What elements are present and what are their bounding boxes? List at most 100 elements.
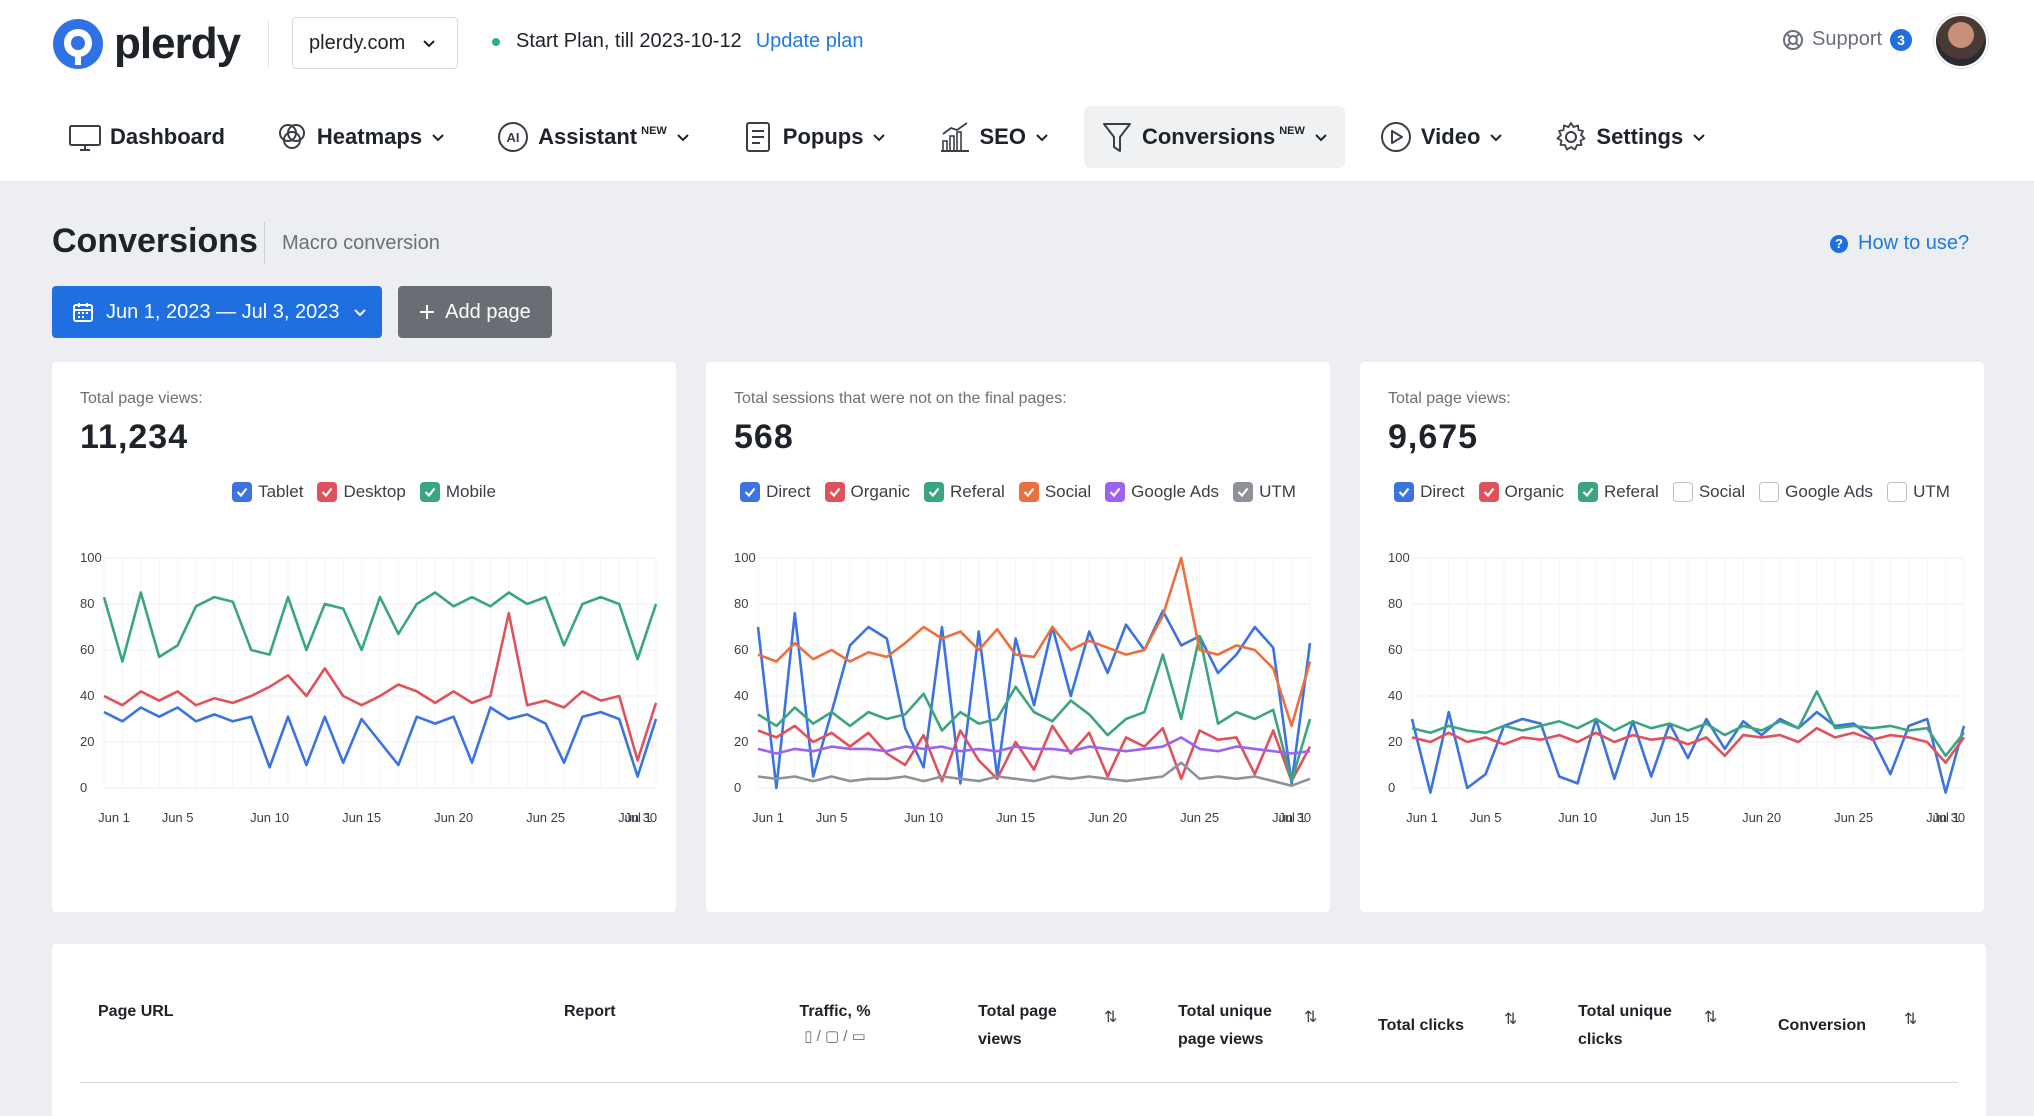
logo[interactable]: plerdy — [52, 16, 241, 72]
legend-label: Google Ads — [1131, 482, 1220, 501]
column-header-page-url[interactable]: Page URL — [98, 998, 174, 1026]
checkbox-checked-icon[interactable] — [740, 482, 761, 502]
add-page-button[interactable]: Add page — [398, 286, 552, 338]
nav-dashboard[interactable]: Dashboard — [52, 106, 241, 168]
x-tick-label: Jul 1 — [1278, 810, 1305, 825]
sort-icon[interactable]: ⇅ — [1904, 1011, 1918, 1028]
x-tick-label: Jun 25 — [1180, 810, 1219, 825]
page-title: Conversions — [52, 222, 258, 260]
checkbox-checked-icon[interactable] — [824, 482, 845, 502]
series-line-referal — [1411, 690, 1966, 758]
legend-label: Referal — [1604, 482, 1659, 501]
chart-card-sessions: Total sessions that were not on the fina… — [706, 362, 1330, 912]
x-tick-label: Jun 5 — [162, 810, 194, 825]
legend-item[interactable]: Desktop — [317, 482, 406, 502]
legend-item[interactable]: Direct — [1394, 482, 1465, 502]
y-tick-label: 80 — [1388, 596, 1402, 611]
column-header-total-clicks[interactable]: Total clicks ⇅ — [1378, 1011, 1517, 1040]
checkbox-checked-icon[interactable] — [1478, 482, 1499, 502]
column-header-total-unique-page-views[interactable]: Total unique page views ⇅ — [1178, 998, 1317, 1054]
column-header-conversion[interactable]: Conversion ⇅ — [1778, 1011, 1917, 1040]
legend-item[interactable]: Organic — [1478, 482, 1564, 502]
column-header-report[interactable]: Report — [564, 998, 616, 1026]
legend-item[interactable]: Social — [1672, 482, 1746, 502]
sort-icon[interactable]: ⇅ — [1504, 1011, 1518, 1028]
header-divider — [268, 20, 269, 68]
checkbox-checked-icon[interactable] — [1018, 482, 1039, 502]
funnel-icon — [1102, 123, 1131, 152]
sort-icon[interactable]: ⇅ — [1104, 1009, 1118, 1026]
legend-item[interactable]: UTM — [1233, 482, 1296, 502]
column-header-total-unique-clicks[interactable]: Total unique clicks ⇅ — [1578, 998, 1717, 1054]
x-tick-label: Jun 20 — [434, 810, 473, 825]
checkbox-checked-icon[interactable] — [1105, 482, 1126, 502]
chart-legend: Tablet Desktop Mobile — [52, 482, 676, 502]
date-range-value: Jun 1, 2023 — Jul 3, 2023 — [106, 300, 340, 323]
nav-settings[interactable]: Settings — [1538, 106, 1723, 168]
chart-card-page-views-sources: Total page views: 9,675 Direct Organic Ref… — [1360, 362, 1984, 912]
nav-video[interactable]: Video — [1363, 106, 1521, 168]
support-count-badge: 3 — [1890, 28, 1913, 51]
nav-label: Assistant — [538, 124, 638, 149]
legend-item[interactable]: Direct — [740, 482, 811, 502]
column-header-total-page-views[interactable]: Total page views ⇅ — [978, 998, 1117, 1054]
y-tick-label: 60 — [734, 642, 748, 657]
checkbox-checked-icon[interactable] — [232, 482, 253, 502]
legend-item[interactable]: Tablet — [232, 482, 303, 502]
y-tick-label: 20 — [1388, 734, 1402, 749]
legend-item[interactable]: Organic — [824, 482, 910, 502]
y-tick-label: 0 — [1388, 780, 1395, 795]
legend-item[interactable]: UTM — [1887, 482, 1950, 502]
nav-label: Popups — [782, 124, 864, 149]
chevron-down-icon — [432, 134, 444, 142]
site-select[interactable]: plerdy.com — [292, 17, 458, 69]
support-button[interactable]: Support 3 — [1782, 28, 1913, 51]
update-plan-link[interactable]: Update plan — [755, 30, 864, 52]
y-tick-label: 20 — [80, 734, 94, 749]
legend-item[interactable]: Mobile — [419, 482, 496, 502]
column-label: Page URL — [98, 1003, 174, 1020]
x-tick-label: Jun 10 — [1558, 810, 1597, 825]
nav-popups[interactable]: Popups — [725, 106, 904, 168]
date-range-picker[interactable]: Jun 1, 2023 — Jul 3, 2023 — [52, 286, 382, 338]
checkbox-checked-icon[interactable] — [1394, 482, 1415, 502]
legend-label: Social — [1698, 482, 1746, 501]
column-label: Report — [564, 1003, 616, 1020]
column-header-traffic[interactable]: Traffic, % ▯ / ▢ / ▭ — [780, 998, 890, 1048]
y-tick-label: 0 — [80, 780, 87, 795]
checkbox-icon[interactable] — [1672, 482, 1693, 502]
nav-seo[interactable]: SEO — [921, 106, 1065, 168]
sort-icon[interactable]: ⇅ — [1304, 1009, 1318, 1026]
card-label: Total page views: — [1388, 390, 1511, 407]
nav-conversions[interactable]: Conversions NEW — [1083, 106, 1345, 168]
checkbox-checked-icon[interactable] — [924, 482, 945, 502]
nav-label: SEO — [979, 124, 1026, 149]
plus-icon — [420, 305, 435, 319]
nav-assistant[interactable]: AI Assistant NEW — [480, 106, 707, 168]
legend-item[interactable]: Social — [1018, 482, 1091, 502]
checkbox-checked-icon[interactable] — [419, 482, 440, 502]
legend-label: UTM — [1913, 482, 1950, 501]
legend-item[interactable]: Google Ads — [1105, 482, 1219, 502]
how-to-use-link[interactable]: ? How to use? — [1830, 232, 1969, 255]
avatar[interactable] — [1934, 14, 1988, 68]
nav-heatmaps[interactable]: Heatmaps — [259, 106, 462, 168]
site-select-value: plerdy.com — [309, 31, 406, 54]
support-label: Support — [1812, 28, 1883, 50]
legend-item[interactable]: Referal — [1578, 482, 1659, 502]
checkbox-checked-icon[interactable] — [317, 482, 338, 502]
checkbox-icon[interactable] — [1759, 482, 1780, 502]
y-tick-label: 100 — [1388, 550, 1410, 565]
legend-item[interactable]: Referal — [924, 482, 1005, 502]
checkbox-checked-icon[interactable] — [1578, 482, 1599, 502]
nav-label: Conversions — [1141, 124, 1276, 149]
checkbox-icon[interactable] — [1887, 482, 1908, 502]
legend-item[interactable]: Google Ads — [1759, 482, 1873, 502]
y-tick-label: 80 — [80, 596, 94, 611]
pages-table: Page URL Report Traffic, % ▯ / ▢ / ▭ Tot… — [52, 944, 1986, 1116]
checkbox-checked-icon[interactable] — [1233, 482, 1254, 502]
plan-text: Start Plan, till 2023-10-12 — [516, 30, 742, 52]
sort-icon[interactable]: ⇅ — [1704, 1009, 1718, 1026]
x-tick-label: Jun 30 — [618, 810, 657, 825]
page-subtitle: Macro conversion — [282, 232, 440, 254]
